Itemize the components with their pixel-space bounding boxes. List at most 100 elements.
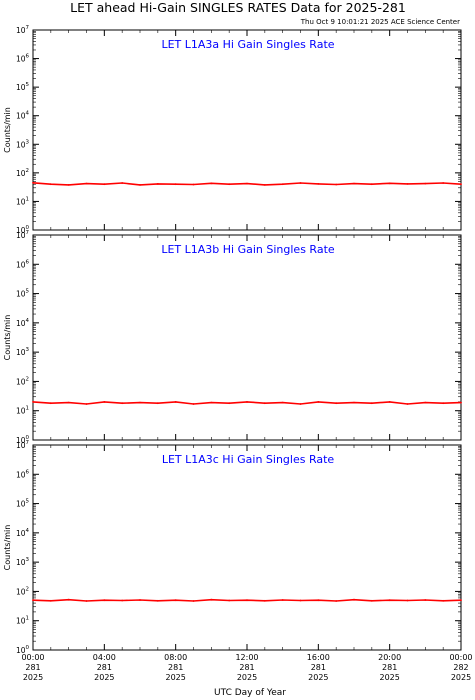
y-tick-label: 105: [16, 499, 30, 509]
y-tick-label: 105: [16, 289, 30, 299]
data-point: [442, 182, 445, 184]
data-point: [210, 598, 213, 601]
data-point: [156, 183, 159, 185]
data-point: [228, 183, 231, 186]
plot-frame: [32, 444, 462, 651]
y-tick-label: 105: [16, 82, 30, 92]
y-tick-label: 106: [16, 259, 30, 269]
panel-title: LET L1A3b Hi Gain Singles Rate: [161, 243, 335, 256]
y-tick-label: 103: [16, 347, 30, 357]
data-point: [388, 599, 391, 602]
data-point: [103, 599, 106, 602]
panels: 100 101 102 103 104 105 106 107 Counts/min LET L1…: [3, 25, 462, 655]
y-tick-label: 104: [16, 528, 30, 538]
panel-2: 100 101 102 103 104 105 106 107 Counts/min LET L1…: [3, 230, 462, 445]
data-point: [406, 183, 409, 185]
data-point: [139, 599, 141, 601]
panel-title: LET L1A3c Hi Gain Singles Rate: [162, 453, 335, 466]
data-point: [121, 182, 124, 184]
y-tick-label: 101: [16, 196, 29, 206]
data-point: [228, 599, 231, 602]
panel-1: 100 101 102 103 104 105 106 107 Counts/min LET L1…: [3, 25, 462, 235]
data-point: [121, 599, 124, 602]
data-point: [317, 401, 320, 403]
data-point: [442, 402, 445, 405]
data-point: [353, 598, 355, 601]
data-point: [67, 401, 70, 404]
data-point: [299, 599, 302, 602]
data-point: [263, 402, 266, 405]
panel-3: 100 101 102 103 104 105 106 107 Counts/min LET L1…: [3, 440, 462, 655]
data-point: [424, 182, 427, 185]
panel-title: LET L1A3a Hi Gain Singles Rate: [161, 38, 334, 51]
data-point: [139, 401, 141, 404]
data-point: [49, 183, 52, 186]
data-point: [424, 401, 427, 404]
data-point: [460, 183, 462, 186]
data-point: [317, 183, 320, 185]
data-point: [67, 184, 70, 186]
data-point: [49, 599, 52, 602]
data-point: [32, 401, 34, 403]
y-tick-label: 107: [16, 25, 30, 35]
data-point: [103, 401, 106, 403]
data-point: [460, 401, 462, 404]
data-point: [353, 401, 355, 404]
data-point: [281, 183, 284, 186]
data-point: [281, 599, 284, 601]
y-tick-label: 104: [16, 111, 30, 121]
data-point: [460, 599, 462, 602]
y-tick-label: 106: [16, 469, 30, 479]
y-tick-label: 100: [16, 645, 30, 655]
y-tick-label: 102: [16, 586, 29, 596]
y-tick-label: 104: [16, 318, 30, 328]
y-tick-label: 103: [16, 139, 30, 149]
data-point: [121, 402, 124, 405]
y-tick-label: 102: [16, 168, 29, 178]
data-point: [192, 183, 195, 186]
data-point: [85, 403, 88, 405]
data-point: [335, 600, 338, 602]
data-point: [174, 401, 177, 403]
y-tick-label: 100: [16, 225, 30, 235]
y-tick-label: 102: [16, 376, 29, 386]
y-tick-label: 103: [16, 557, 30, 567]
data-point: [210, 182, 213, 185]
data-point: [139, 184, 141, 186]
data-point: [335, 183, 338, 186]
y-tick-label: 107: [16, 230, 30, 240]
figure-title: LET ahead Hi-Gain SINGLES RATES Data for…: [70, 0, 406, 15]
data-point: [85, 600, 88, 602]
y-tick-label: 107: [16, 440, 30, 450]
data-point: [32, 181, 34, 184]
data-point: [388, 182, 391, 185]
data-point: [442, 599, 445, 602]
y-tick-label: 100: [16, 435, 30, 445]
data-point: [263, 599, 266, 602]
data-point: [210, 401, 213, 404]
plot-frame: [32, 234, 462, 441]
data-point: [335, 402, 338, 405]
data-point: [49, 402, 52, 405]
plot-frame: [32, 29, 462, 231]
data-point: [174, 183, 177, 186]
data-point: [246, 599, 248, 602]
x-axis-label: UTC Day of Year: [214, 688, 286, 698]
y-axis-label: Counts/min: [3, 315, 12, 361]
y-axis-label: Counts/min: [3, 107, 12, 153]
data-point: [192, 600, 195, 602]
data-point: [156, 402, 159, 405]
figure-subtitle: Thu Oct 9 10:01:21 2025 ACE Science Cent…: [300, 18, 460, 26]
x-tick-label: 16:00 281 2025: [307, 653, 330, 682]
y-tick-label: 101: [16, 616, 29, 626]
data-point: [85, 182, 88, 185]
data-point: [370, 599, 373, 602]
x-tick-label: 00:00 282 2025: [449, 653, 472, 682]
x-tick-label: 12:00 281 2025: [235, 653, 258, 682]
data-point: [406, 599, 409, 602]
data-point: [246, 401, 248, 403]
data-point: [174, 599, 177, 602]
data-point: [424, 599, 427, 601]
data-point: [156, 599, 159, 602]
